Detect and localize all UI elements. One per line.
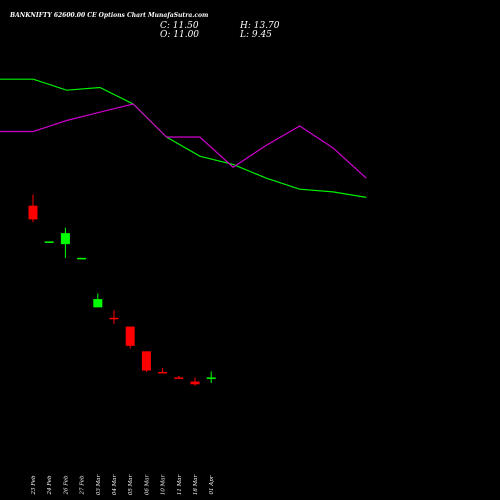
candle-body-7 <box>125 326 135 346</box>
x-tick-label: 01 Apr <box>209 475 215 494</box>
moving-average-line-2 <box>0 103 367 179</box>
candle-body-11 <box>190 381 200 385</box>
x-tick-label: 03 Mar <box>96 474 102 495</box>
candle-body-12 <box>206 377 216 379</box>
moving-average-lines <box>0 78 367 198</box>
candle-body-3 <box>60 233 70 245</box>
x-tick-label: 26 Feb <box>63 475 69 496</box>
x-tick-label: 18 Mar <box>193 474 199 495</box>
close-value: C: 11.50 <box>160 21 199 31</box>
open-value: O: 11.00 <box>160 30 199 40</box>
x-tick-label: 05 Mar <box>128 474 134 495</box>
candle-body-9 <box>158 371 168 374</box>
candle-body-2 <box>44 241 54 243</box>
x-tick-label: 10 Mar <box>161 474 167 495</box>
x-tick-label: 27 Feb <box>80 475 86 496</box>
high-value: H: 13.70 <box>239 21 280 31</box>
moving-average-line-1 <box>0 78 367 198</box>
candle-body-5 <box>93 299 103 308</box>
candle-body-1 <box>28 205 38 220</box>
candlesticks <box>28 194 216 386</box>
x-tick-label: 04 Mar <box>112 474 118 495</box>
candle-body-10 <box>174 377 184 379</box>
candle-body-8 <box>141 351 151 371</box>
x-tick-label: 24 Feb <box>47 475 53 496</box>
x-tick-label: 06 Mar <box>144 474 150 495</box>
candle-body-6 <box>109 317 119 320</box>
x-tick-label: 23 Feb <box>31 475 37 496</box>
x-axis-ticks: 23 Feb 24 Feb 26 Feb 27 Feb 03 Mar 04 Mar 05 M… <box>31 474 215 495</box>
x-tick-label: 11 Mar <box>177 474 183 495</box>
chart-title: BANKNIFTY 62600.00 CE Options Chart Muna… <box>9 12 208 19</box>
low-value: L: 9.45 <box>239 30 272 40</box>
candle-body-4 <box>77 257 87 260</box>
